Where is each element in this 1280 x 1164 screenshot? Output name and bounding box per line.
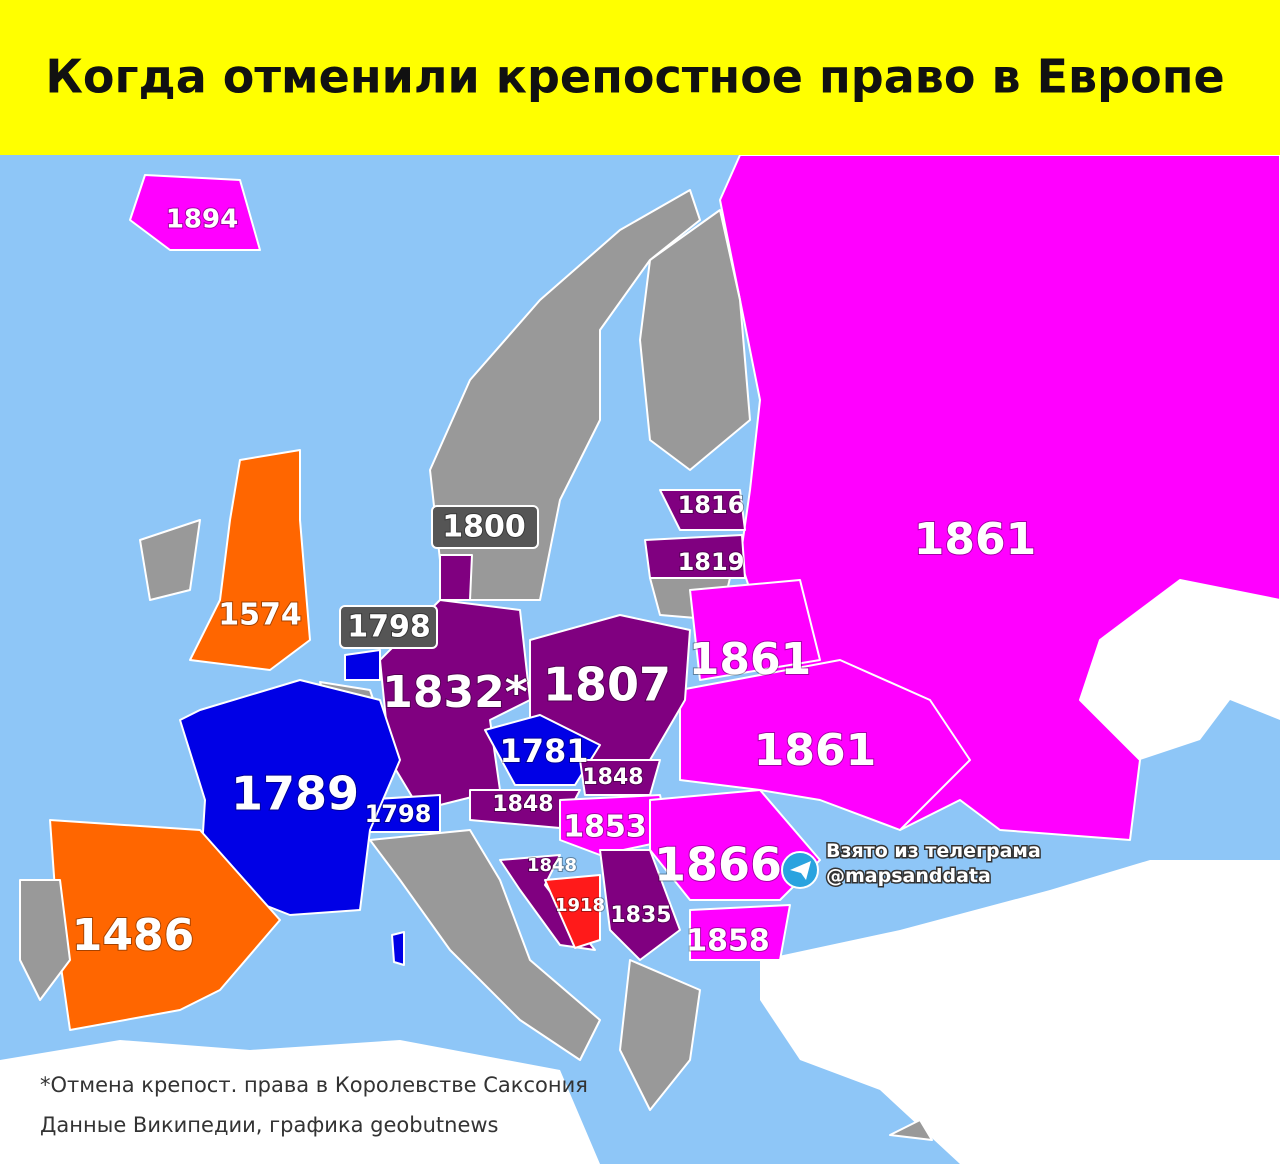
country-label: 1800 xyxy=(442,510,526,545)
country-label: 1832* xyxy=(382,667,527,718)
title: Когда отменили крепостное право в Европе xyxy=(45,50,1224,104)
countries xyxy=(19,154,1280,1141)
country-label: 1781 xyxy=(499,732,588,770)
country-label: 1835 xyxy=(610,903,671,928)
header xyxy=(0,0,1280,155)
country-label: 1819 xyxy=(678,548,745,576)
country-label: 1858 xyxy=(686,924,770,959)
country-label: 1918 xyxy=(555,895,605,916)
country-label: 1486 xyxy=(72,910,194,961)
country-label: 1861 xyxy=(914,514,1036,565)
watermark: @mapsanddata xyxy=(826,865,991,887)
country-label: 1798 xyxy=(365,800,432,828)
country-label: 1848 xyxy=(492,792,553,817)
country-label: 1894 xyxy=(166,205,238,235)
country-label: 1848 xyxy=(527,855,577,876)
country-label: 1798 xyxy=(347,610,431,645)
country-label: 1848 xyxy=(582,765,643,790)
country-label: 1816 xyxy=(678,491,745,519)
footnote: Данные Википедии, графика geobutnews xyxy=(40,1113,499,1137)
country-label: 1574 xyxy=(218,598,302,633)
country-label: 1807 xyxy=(543,658,671,712)
non-europe-land xyxy=(0,580,1280,1164)
country-label: 1789 xyxy=(231,767,359,821)
country-label: 1861 xyxy=(689,634,811,685)
country-label: 1861 xyxy=(754,725,876,776)
telegram-icon xyxy=(790,861,811,880)
label-box xyxy=(339,605,438,649)
country-label: 1853 xyxy=(563,810,647,845)
footnote: *Отмена крепост. права в Королевстве Сак… xyxy=(40,1073,588,1097)
label-box xyxy=(431,505,539,549)
watermark: Взято из телеграма xyxy=(826,840,1041,862)
country-label: 1866 xyxy=(654,838,782,892)
